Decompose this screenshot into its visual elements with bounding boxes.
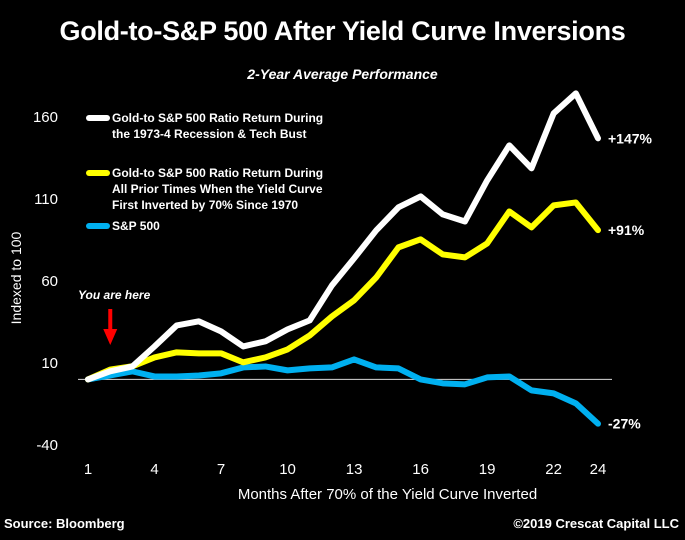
legend-label-line: S&P 500: [112, 219, 160, 233]
x-tick-label: 13: [346, 461, 363, 478]
chart-subtitle: 2-Year Average Performance: [247, 66, 438, 82]
series-line-white: [85, 90, 601, 383]
x-tick-label: 10: [279, 461, 296, 478]
annotation-arrow-head: [103, 329, 118, 345]
x-tick-label: 22: [545, 461, 562, 478]
legend-swatch-blue: [86, 223, 110, 229]
you-are-here-annotation: You are here: [78, 288, 151, 302]
legend-item-blue: S&P 500: [86, 218, 160, 234]
legend-label-line: Gold-to S&P 500 Ratio Return During: [112, 111, 324, 125]
legend-label-line: Gold-to S&P 500 Ratio Return During: [112, 166, 324, 180]
series-line-blue: [85, 356, 601, 427]
copyright-note: ©2019 Crescat Capital LLC: [513, 516, 679, 531]
y-tick-label: 110: [34, 191, 58, 208]
chart-title: Gold-to-S&P 500 After Yield Curve Invers…: [59, 16, 626, 46]
x-tick-label: 4: [150, 461, 158, 478]
legend-label-line: All Prior Times When the Yield Curve: [112, 182, 323, 196]
x-tick-label: 7: [217, 461, 225, 478]
x-tick-label: 16: [412, 461, 429, 478]
end-value-label: +91%: [608, 222, 645, 238]
y-tick-label: 160: [33, 109, 58, 126]
series-line-yellow: [85, 199, 601, 383]
y-tick-label: 10: [41, 355, 58, 372]
x-tick-label: 19: [479, 461, 496, 478]
end-value-label: +147%: [608, 130, 653, 146]
legend-item-white: Gold-to S&P 500 Ratio Return During the …: [86, 110, 323, 142]
legend-label-line: the 1973-4 Recession & Tech Bust: [112, 127, 307, 141]
end-value-label: -27%: [608, 416, 641, 432]
source-note: Source: Bloomberg: [4, 516, 125, 531]
legend-label-line: First Inverted by 70% Since 1970: [112, 198, 299, 212]
legend-swatch-yellow: [86, 170, 110, 176]
x-axis-label: Months After 70% of the Yield Curve Inve…: [237, 486, 538, 503]
legend-swatch-white: [86, 115, 110, 121]
x-tick-label: 24: [590, 461, 607, 478]
y-tick-label: 60: [41, 273, 58, 290]
legend-item-yellow: Gold-to S&P 500 Ratio Return During All …: [86, 165, 323, 213]
y-tick-label: -40: [36, 437, 58, 454]
x-tick-label: 1: [84, 461, 92, 478]
